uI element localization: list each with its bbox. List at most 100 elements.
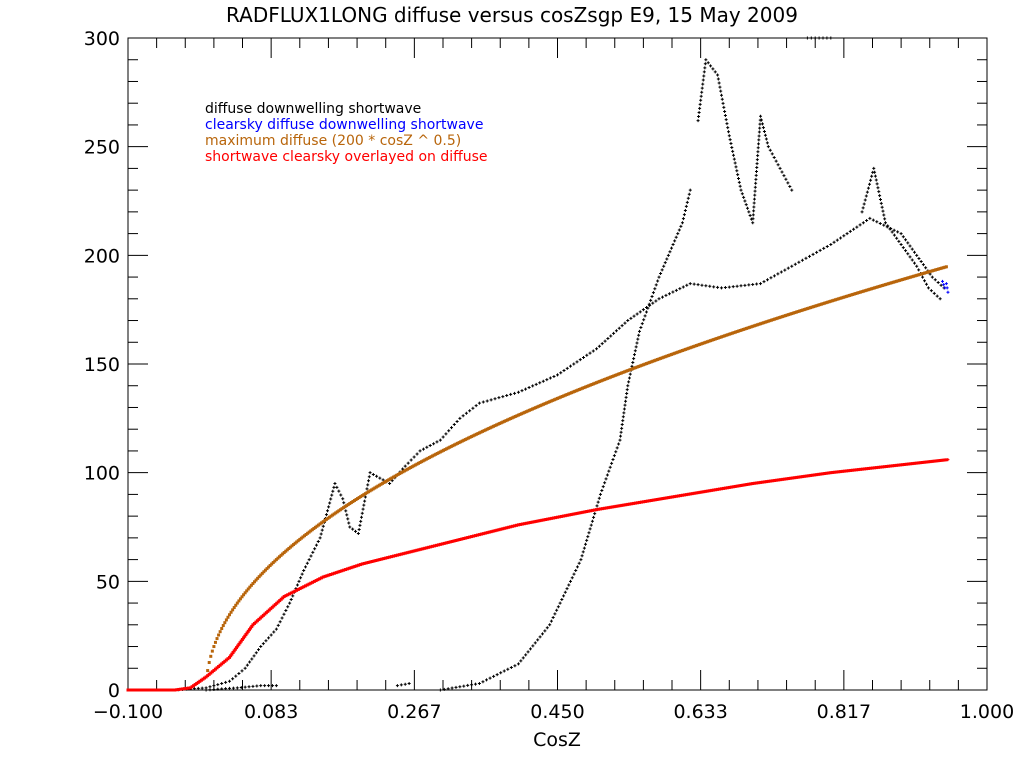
data-point-diffuse [612, 331, 616, 335]
max-diffuse-point [574, 389, 578, 393]
x-tick-label: 0.817 [817, 701, 871, 723]
max-diffuse-point [810, 305, 814, 309]
max-diffuse-point [487, 426, 491, 430]
clearsky-overlay-point [849, 468, 853, 472]
data-point-diffuse [880, 205, 884, 209]
data-point-diffuse [622, 407, 626, 411]
data-point-diffuse [337, 489, 341, 493]
max-diffuse-point [882, 283, 886, 287]
clearsky-overlay-point [785, 477, 789, 481]
data-point-diffuse [657, 297, 661, 301]
chart-title: RADFLUX1LONG diffuse versus cosZsgp E9, … [226, 3, 798, 27]
clearsky-overlay-point [916, 461, 920, 465]
max-diffuse-point [552, 398, 556, 402]
clearsky-overlay-point [282, 595, 286, 599]
data-point-diffuse [360, 511, 364, 515]
y-tick-label: 200 [84, 245, 120, 267]
clearsky-overlay-point [448, 540, 452, 544]
max-diffuse-point [748, 325, 752, 329]
max-diffuse-point [332, 512, 336, 516]
max-diffuse-point [893, 280, 897, 284]
data-point-diffuse [216, 687, 220, 691]
max-diffuse-point [685, 347, 689, 351]
data-point-diffuse [407, 681, 411, 685]
data-point-clearsky [944, 282, 948, 286]
data-point-diffuse [716, 285, 720, 289]
max-diffuse-point [577, 387, 581, 391]
clearsky-overlay-point [787, 477, 791, 481]
data-point-diffuse [817, 36, 821, 40]
data-point-diffuse [870, 174, 874, 178]
clearsky-overlay-point [639, 500, 643, 504]
data-point-diffuse [366, 483, 370, 487]
max-diffuse-point [874, 285, 878, 289]
clearsky-overlay-point [626, 502, 630, 506]
clearsky-overlay-point [733, 484, 737, 488]
clearsky-overlay-point [207, 672, 211, 676]
clearsky-overlay-point [355, 564, 359, 568]
max-diffuse-point [837, 297, 841, 301]
data-point-diffuse [733, 161, 737, 165]
max-diffuse-point [620, 371, 624, 375]
clearsky-overlay-point [419, 547, 423, 551]
max-diffuse-point [512, 415, 516, 419]
data-point-diffuse [743, 199, 747, 203]
data-point-diffuse [780, 170, 784, 174]
clearsky-overlay-point [559, 514, 563, 518]
max-diffuse-point [287, 546, 291, 550]
data-point-diffuse [620, 426, 624, 430]
max-diffuse-point [445, 447, 449, 451]
max-diffuse-point [302, 534, 306, 538]
clearsky-overlay-point [869, 466, 873, 470]
max-diffuse-point [787, 313, 791, 317]
clearsky-overlay-point [781, 477, 785, 481]
data-point-diffuse [541, 379, 545, 383]
legend-entry-2: maximum diffuse (200 * cosZ ^ 0.5) [205, 133, 461, 149]
max-diffuse-point [338, 508, 342, 512]
clearsky-overlay-point [678, 494, 682, 498]
clearsky-overlay-point [220, 662, 224, 666]
data-point-diffuse [923, 279, 927, 283]
max-diffuse-point [351, 500, 355, 504]
max-diffuse-point [588, 383, 592, 387]
clearsky-overlay-point [692, 491, 696, 495]
clearsky-overlay-point [499, 527, 503, 531]
max-diffuse-point [818, 303, 822, 307]
max-diffuse-point [662, 355, 666, 359]
max-diffuse-point [426, 456, 430, 460]
max-diffuse-point [493, 424, 497, 428]
legend-entry-3: shortwave clearsky overlayed on diffuse [205, 149, 488, 165]
data-point-diffuse [412, 455, 416, 459]
max-diffuse-point [773, 317, 777, 321]
clearsky-overlay-point [641, 500, 645, 504]
data-point-diffuse [243, 685, 247, 689]
data-point-diffuse [608, 465, 612, 469]
max-diffuse-point [769, 318, 773, 322]
max-diffuse-point [944, 265, 948, 269]
clearsky-overlay-point [694, 491, 698, 495]
data-point-diffuse [640, 322, 644, 326]
clearsky-overlay-point [813, 473, 817, 477]
max-diffuse-point [719, 335, 723, 339]
max-diffuse-point [616, 372, 620, 376]
max-diffuse-point [210, 649, 214, 653]
data-point-diffuse [829, 36, 833, 40]
max-diffuse-point [395, 473, 399, 477]
max-diffuse-point [279, 553, 283, 557]
data-point-diffuse [274, 684, 278, 688]
max-diffuse-point [343, 505, 347, 509]
data-point-diffuse [723, 285, 727, 289]
clearsky-overlay-point [942, 458, 946, 462]
max-diffuse-point [402, 469, 406, 473]
data-point-diffuse [737, 176, 741, 180]
clearsky-overlay-point [132, 688, 136, 692]
data-point-diffuse [516, 662, 520, 666]
clearsky-overlay-point [934, 459, 938, 463]
data-point-diffuse [899, 232, 903, 236]
data-point-diffuse [737, 180, 741, 184]
clearsky-overlay-point [489, 530, 493, 534]
max-diffuse-point [470, 435, 474, 439]
clearsky-overlay-point [210, 670, 214, 674]
max-diffuse-point [737, 329, 741, 333]
